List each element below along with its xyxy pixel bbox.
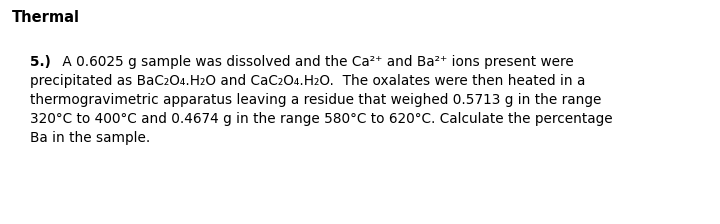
Text: A 0.6025 g sample was dissolved and the Ca²⁺ and Ba²⁺ ions present were: A 0.6025 g sample was dissolved and the … xyxy=(58,55,574,69)
Text: 320°C to 400°C and 0.4674 g in the range 580°C to 620°C. Calculate the percentag: 320°C to 400°C and 0.4674 g in the range… xyxy=(30,112,613,126)
Text: thermogravimetric apparatus leaving a residue that weighed 0.5713 g in the range: thermogravimetric apparatus leaving a re… xyxy=(30,93,601,107)
Text: Ba in the sample.: Ba in the sample. xyxy=(30,131,150,145)
Text: precipitated as BaC₂O₄.H₂O and CaC₂O₄.H₂O.  The oxalates were then heated in a: precipitated as BaC₂O₄.H₂O and CaC₂O₄.H₂… xyxy=(30,74,585,88)
Text: 5.): 5.) xyxy=(30,55,50,69)
Text: Thermal: Thermal xyxy=(12,10,80,25)
